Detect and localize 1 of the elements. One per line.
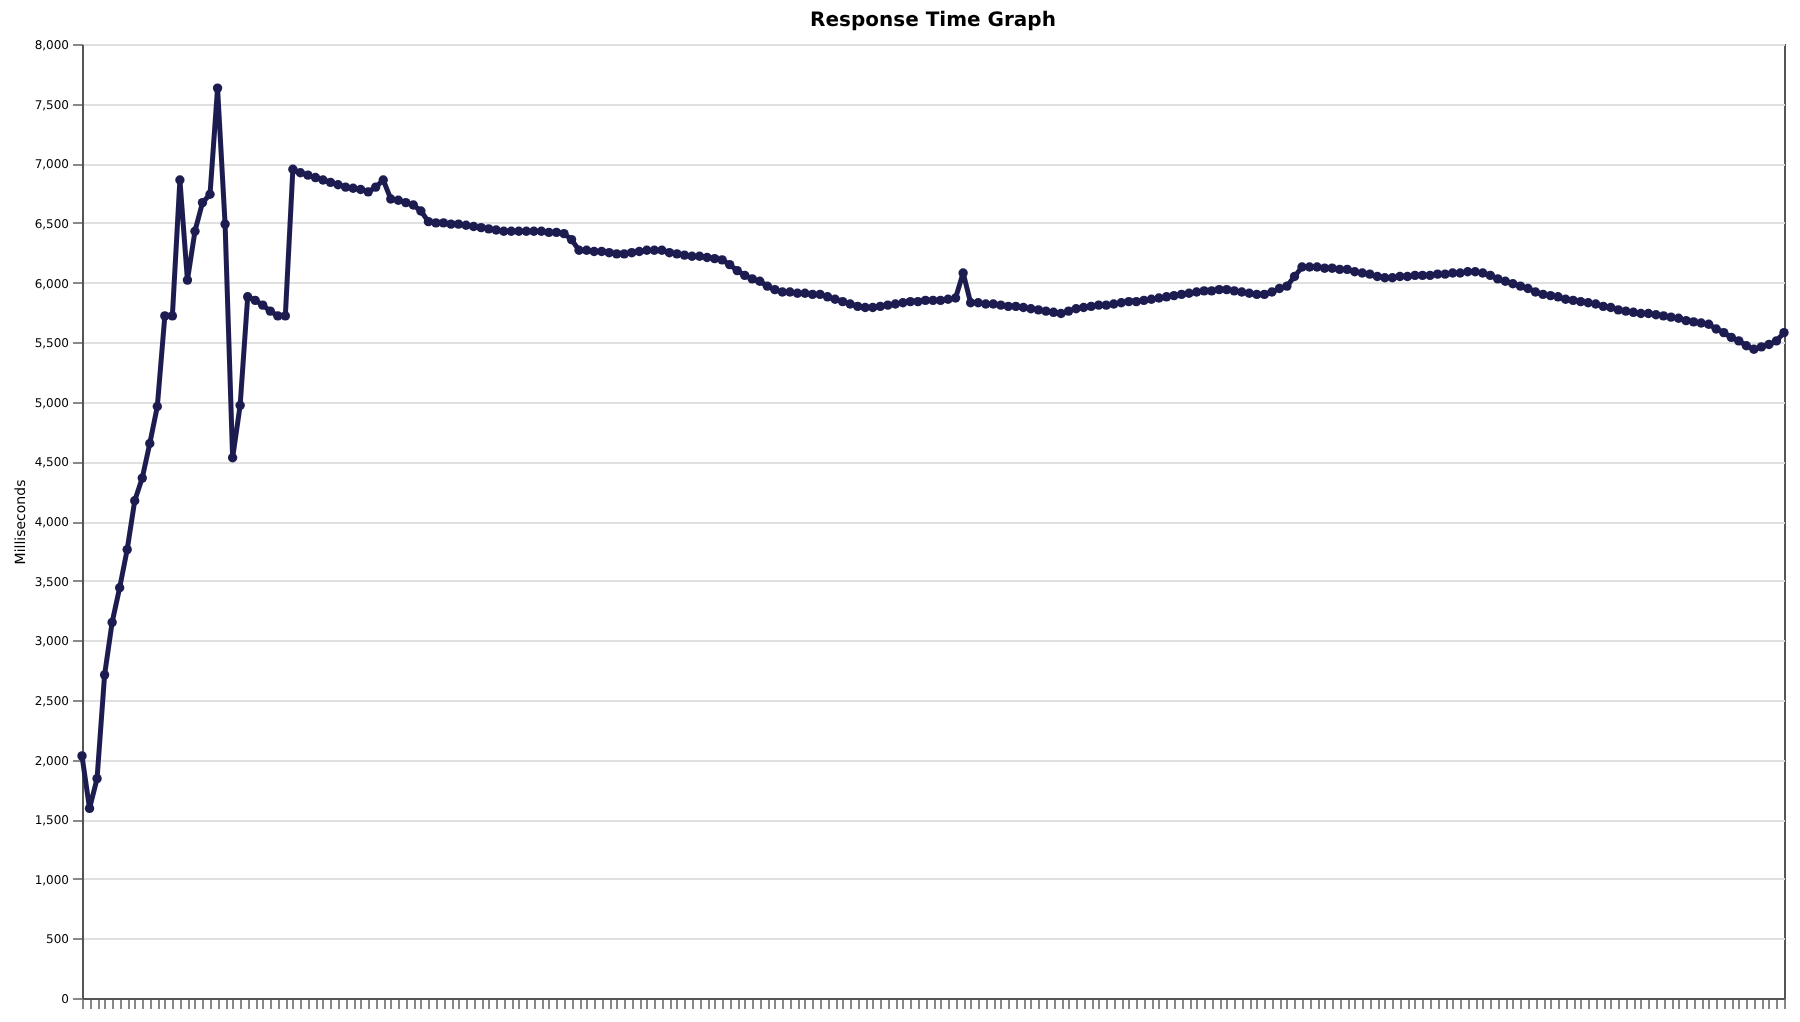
chart-title: Response Time Graph [810, 10, 1056, 32]
